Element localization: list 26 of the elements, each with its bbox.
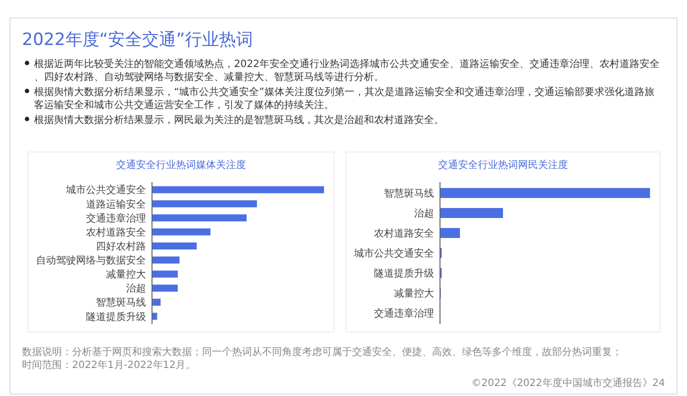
y-tick-label: 农村道路安全 xyxy=(374,228,434,240)
text: 根据舆情大数据分析结果显示，网民最为关注的是智慧斑马线，其次是治超和农村道路安全。 xyxy=(34,114,444,126)
y-tick-label: 治超 xyxy=(414,208,434,220)
y-tick-label: 智慧斑马线 xyxy=(384,188,434,200)
y-tick-label: 隧道提质升级 xyxy=(86,310,146,323)
y-tick-label: 交通违章治理 xyxy=(86,212,146,224)
y-tick-label: 自动驾驶网络与数据安全 xyxy=(36,254,146,267)
chart-title: 交通安全行业热词媒体关注度 xyxy=(116,159,246,171)
text: 数据说明：分析基于网页和搜索大数据；同一个热词从不同角度考虑可属于交通安全、便捷、高效、绿色等多个维度，故部分热词重复； xyxy=(22,346,622,358)
text: 2022年度“安全交通”行业热词 xyxy=(22,30,253,50)
y-tick-label: 四好农村路 xyxy=(96,240,146,252)
y-tick-label: 减量控大 xyxy=(106,268,146,281)
y-tick-label: 交通违章治理 xyxy=(374,308,434,320)
y-tick-label: 城市公共交通安全 xyxy=(65,184,146,196)
chart-title: 交通安全行业热词网民关注度 xyxy=(438,159,568,171)
y-tick-label: 智慧斑马线 xyxy=(96,296,146,309)
y-tick-label: 治超 xyxy=(126,282,146,295)
y-tick-label: 减量控大 xyxy=(394,288,434,300)
y-tick-label: 隧道提质升级 xyxy=(374,268,434,280)
text: 时间范围：2022年1月-2022年12月。 xyxy=(22,359,196,371)
text: ©2022《2022年度中国城市交通报告》24 xyxy=(471,377,665,389)
text: 根据近两年比较受关注的智能交通领域热点，2022年安全交通行业热词选择城市公共交通安全、道路运输安全、交通违章治理、农村道路安全、四好农村路、自动驾驶网络与数据安全、减量控大、智慧斑马线等进行分析。 xyxy=(34,58,660,83)
y-tick-label: 农村道路安全 xyxy=(86,226,146,238)
text: 根据舆情大数据分析结果显示，“城市公共交通安全”媒体关注度位列第一，其次是道路运输安全和交通违章治理，交通运输部要求强化道路旅客运输安全和城市公共交通运营安全工作，引发了媒体的持续关注。 xyxy=(34,86,654,111)
y-tick-label: 道路运输安全 xyxy=(86,198,146,210)
y-tick-label: 城市公共交通安全 xyxy=(353,248,434,260)
